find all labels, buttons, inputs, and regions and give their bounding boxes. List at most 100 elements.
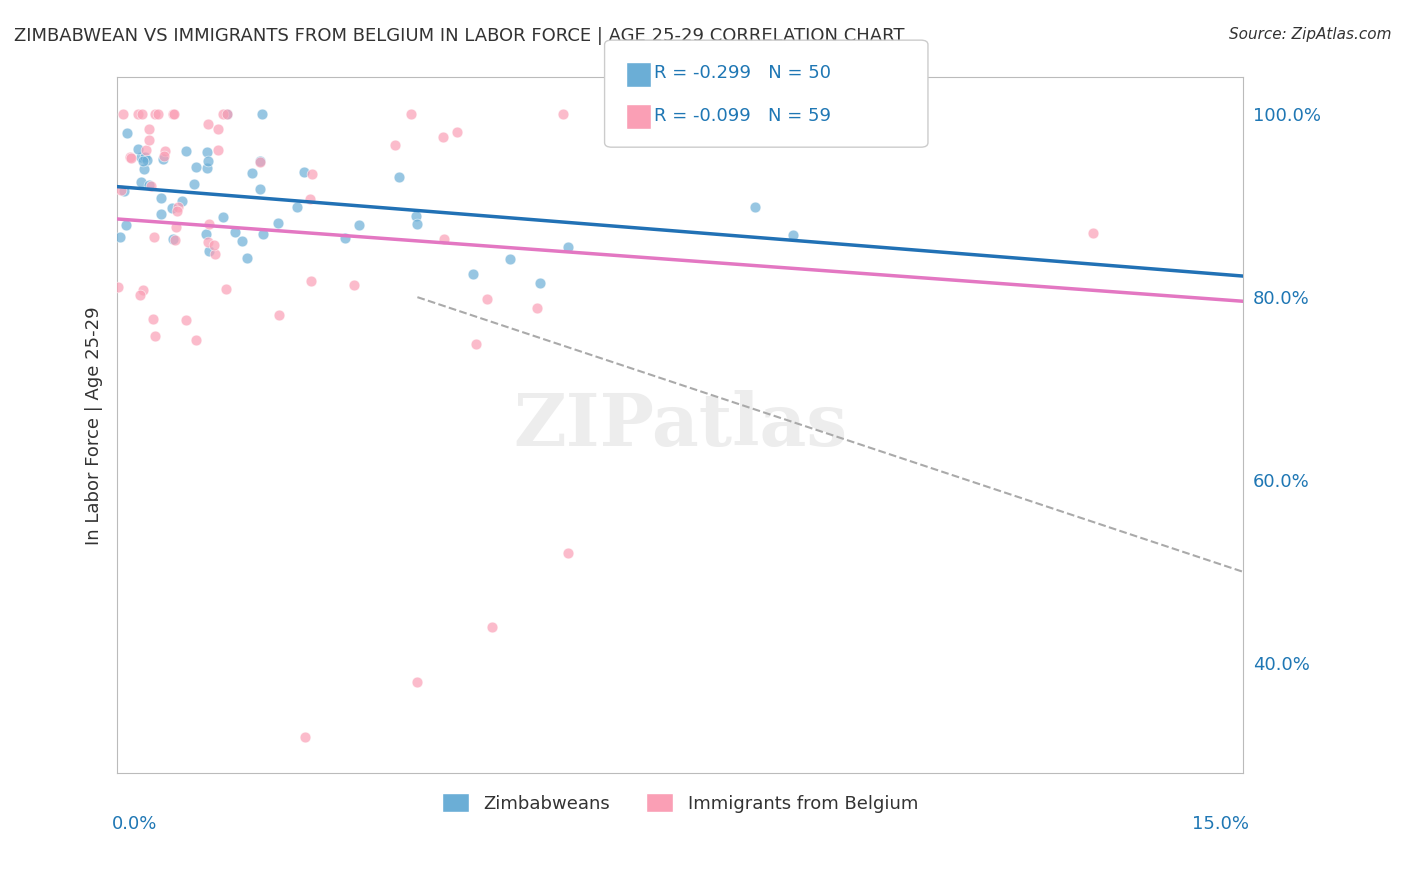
Point bbox=[198, 217, 221, 231]
Point bbox=[285, 200, 308, 214]
Point bbox=[186, 334, 208, 348]
Point bbox=[464, 337, 486, 351]
Point bbox=[197, 161, 219, 175]
Point bbox=[406, 674, 429, 689]
Point bbox=[163, 107, 186, 121]
Point bbox=[333, 231, 356, 245]
Point bbox=[202, 237, 225, 252]
Point bbox=[197, 235, 219, 250]
Point bbox=[294, 730, 316, 744]
Point bbox=[115, 127, 138, 141]
Point bbox=[162, 107, 184, 121]
Point bbox=[134, 161, 156, 176]
Point bbox=[170, 194, 193, 209]
Point bbox=[231, 234, 253, 248]
Point bbox=[135, 143, 157, 157]
Point bbox=[167, 200, 190, 214]
Point bbox=[111, 107, 134, 121]
Point bbox=[250, 107, 273, 121]
Point bbox=[266, 215, 288, 229]
Point bbox=[384, 138, 406, 153]
Point bbox=[249, 154, 271, 169]
Point bbox=[292, 165, 315, 179]
Point bbox=[132, 283, 155, 297]
Point bbox=[204, 247, 226, 261]
Point bbox=[432, 130, 454, 145]
Point bbox=[160, 201, 183, 215]
Point bbox=[215, 107, 238, 121]
Point bbox=[134, 151, 156, 165]
Point bbox=[138, 178, 160, 193]
Text: 15.0%: 15.0% bbox=[1192, 815, 1249, 833]
Point bbox=[127, 142, 149, 156]
Point bbox=[405, 209, 427, 223]
Point bbox=[139, 179, 162, 194]
Text: 0.0%: 0.0% bbox=[111, 815, 157, 833]
Point bbox=[252, 227, 274, 241]
Point bbox=[138, 132, 160, 146]
Point bbox=[215, 107, 238, 121]
Point bbox=[347, 219, 370, 233]
Text: R = -0.099   N = 59: R = -0.099 N = 59 bbox=[654, 107, 831, 125]
Point bbox=[301, 167, 323, 181]
Point bbox=[129, 150, 152, 164]
Point bbox=[142, 311, 165, 326]
Point bbox=[207, 122, 229, 136]
Point bbox=[138, 122, 160, 136]
Point bbox=[165, 219, 187, 234]
Point bbox=[198, 244, 221, 259]
Point bbox=[1081, 226, 1104, 240]
Point bbox=[132, 153, 155, 168]
Point bbox=[162, 232, 184, 246]
Point bbox=[136, 153, 159, 167]
Point bbox=[446, 125, 468, 139]
Point bbox=[143, 107, 166, 121]
Point bbox=[128, 287, 150, 301]
Point bbox=[150, 191, 173, 205]
Point bbox=[267, 308, 290, 322]
Point bbox=[163, 233, 186, 247]
Point bbox=[475, 292, 498, 306]
Point bbox=[782, 227, 804, 242]
Point bbox=[406, 218, 429, 232]
Point bbox=[236, 251, 259, 265]
Point bbox=[115, 218, 138, 232]
Point bbox=[481, 620, 503, 634]
Point bbox=[856, 107, 879, 121]
Point bbox=[195, 145, 218, 160]
Point bbox=[433, 232, 456, 246]
Text: Source: ZipAtlas.com: Source: ZipAtlas.com bbox=[1229, 27, 1392, 42]
Y-axis label: In Labor Force | Age 25-29: In Labor Force | Age 25-29 bbox=[86, 306, 103, 545]
Point bbox=[120, 151, 142, 165]
Point bbox=[212, 211, 235, 225]
Point bbox=[174, 312, 197, 326]
Point bbox=[131, 107, 153, 121]
Point bbox=[214, 282, 236, 296]
Point bbox=[551, 107, 574, 121]
Point bbox=[143, 328, 166, 343]
Point bbox=[146, 107, 169, 121]
Point bbox=[153, 149, 176, 163]
Point bbox=[197, 117, 219, 131]
Point bbox=[744, 200, 766, 214]
Point bbox=[183, 177, 205, 191]
Point bbox=[388, 169, 411, 184]
Point bbox=[299, 192, 322, 206]
Point bbox=[526, 301, 548, 316]
Point bbox=[343, 277, 366, 292]
Point bbox=[112, 184, 135, 198]
Point bbox=[152, 152, 174, 166]
Point bbox=[110, 230, 132, 244]
Legend: Zimbabweans, Immigrants from Belgium: Zimbabweans, Immigrants from Belgium bbox=[434, 786, 925, 820]
Point bbox=[212, 107, 235, 121]
Point bbox=[224, 225, 246, 239]
Point bbox=[240, 166, 263, 180]
Point bbox=[166, 204, 188, 219]
Point bbox=[184, 161, 207, 175]
Text: R = -0.299   N = 50: R = -0.299 N = 50 bbox=[654, 64, 831, 82]
Point bbox=[499, 252, 522, 267]
Point bbox=[174, 144, 197, 158]
Point bbox=[110, 183, 132, 197]
Point bbox=[529, 277, 551, 291]
Point bbox=[249, 182, 271, 196]
